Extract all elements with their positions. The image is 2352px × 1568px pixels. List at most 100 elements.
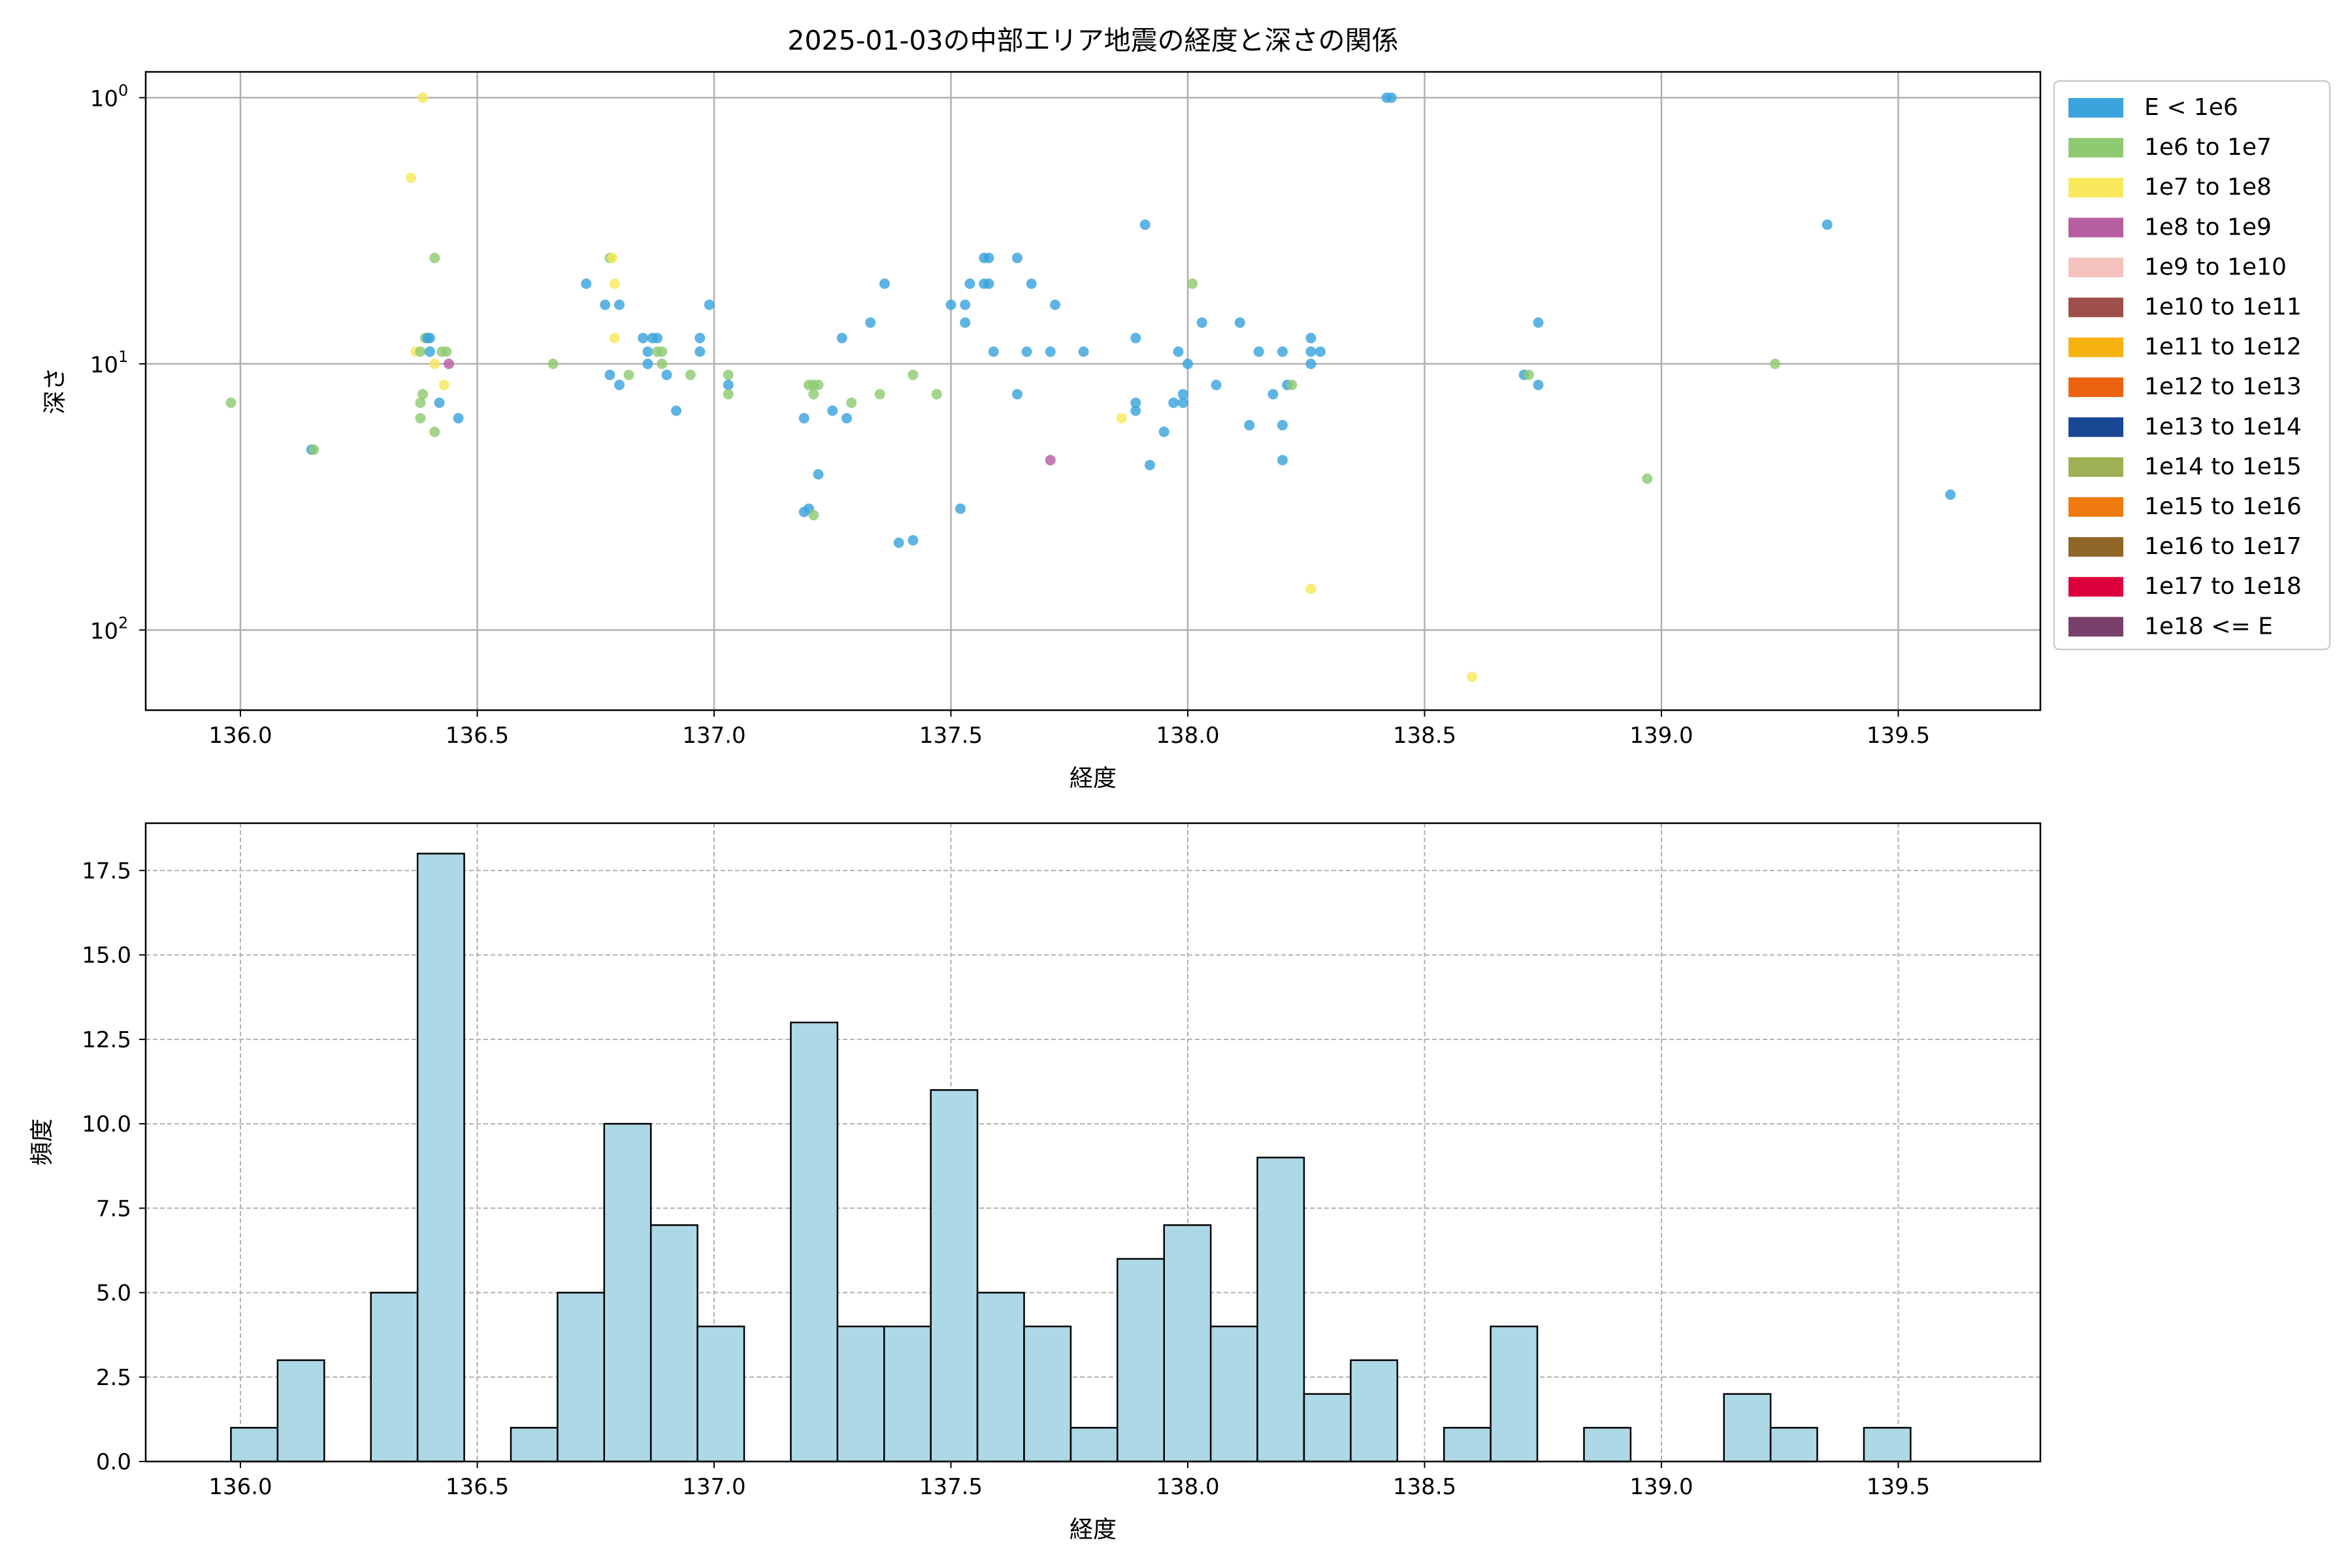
histogram-bar: [1070, 1427, 1119, 1463]
scatter-point: [1211, 380, 1222, 391]
histogram-bar: [416, 853, 465, 1463]
scatter-point: [1305, 583, 1316, 595]
legend-swatch: [2068, 337, 2123, 357]
scatter-point: [1183, 358, 1193, 369]
legend-label: 1e11 to 1e12: [2144, 334, 2302, 361]
scatter-point: [983, 252, 994, 263]
histogram-y-tick-label: 7.5: [96, 1196, 131, 1222]
scatter-point: [1253, 346, 1264, 357]
scatter-point: [1158, 426, 1169, 437]
scatter-point: [652, 333, 662, 344]
scatter-point: [1286, 380, 1298, 391]
scatter-point: [1026, 278, 1037, 289]
legend-label: 1e10 to 1e11: [2144, 294, 2302, 321]
histogram-x-tick-label: 138.0: [1156, 1474, 1219, 1500]
histogram-y-tick-label: 10.0: [82, 1111, 131, 1137]
scatter-point: [836, 333, 847, 344]
scatter-point: [607, 252, 618, 263]
scatter-point: [945, 299, 956, 310]
scatter-point: [453, 413, 464, 424]
scatter-point: [438, 380, 449, 391]
scatter-point: [609, 333, 620, 344]
scatter-point: [1130, 397, 1141, 408]
scatter-point: [1277, 346, 1288, 357]
scatter-x-axis-label: 経度: [1070, 765, 1117, 792]
histogram-bar: [230, 1427, 279, 1463]
histogram-bar: [1117, 1258, 1166, 1463]
legend-swatch: [2068, 178, 2123, 198]
scatter-point: [960, 317, 971, 328]
scatter-point: [1130, 333, 1141, 344]
scatter-point: [1467, 672, 1477, 683]
scatter-point: [441, 346, 452, 357]
scatter-point: [425, 346, 435, 357]
scatter-point: [609, 278, 620, 289]
scatter-point: [638, 333, 649, 344]
scatter-x-tick-label: 138.5: [1393, 723, 1456, 749]
scatter-point: [581, 278, 592, 289]
scatter-point: [1145, 459, 1155, 470]
scatter-point: [661, 369, 672, 380]
scatter-point: [879, 278, 890, 289]
histogram-bar: [510, 1427, 559, 1463]
legend-label: 1e6 to 1e7: [2144, 134, 2272, 161]
histogram-bar: [370, 1292, 419, 1463]
scatter-point: [1050, 299, 1060, 310]
histogram-bar: [1303, 1393, 1352, 1463]
legend-box: [2053, 80, 2331, 651]
scatter-point: [1945, 489, 1956, 500]
legend-swatch: [2068, 537, 2123, 557]
scatter-point: [808, 510, 819, 521]
scatter-x-ticks: 136.0 136.5 137.0 137.5 138.0 138.5 139.0 139.5: [208, 710, 1930, 749]
scatter-point: [1012, 389, 1022, 400]
scatter-point: [1315, 346, 1326, 357]
scatter-point: [444, 358, 454, 369]
scatter-point: [694, 346, 706, 357]
legend-swatch: [2068, 497, 2123, 517]
legend-label: 1e7 to 1e8: [2144, 174, 2272, 201]
scatter-point: [808, 389, 819, 400]
scatter-point: [1173, 346, 1184, 357]
scatter-point: [1770, 358, 1780, 369]
histogram-bar: [1863, 1427, 1912, 1463]
scatter-point: [1177, 389, 1188, 400]
histogram-y-tick-label: 15.0: [82, 943, 131, 969]
histogram-y-tick-label: 17.5: [82, 858, 131, 884]
histogram-bar: [883, 1325, 932, 1463]
legend-label: 1e9 to 1e10: [2144, 253, 2287, 280]
scatter-x-tick-label: 136.5: [446, 723, 509, 749]
histogram-x-axis-label: 経度: [1070, 1516, 1117, 1543]
histogram-bar: [276, 1359, 325, 1463]
histogram-bar: [1769, 1427, 1818, 1463]
scatter-point: [874, 389, 885, 400]
scatter-point: [1078, 346, 1089, 357]
scatter-point: [983, 278, 994, 289]
histogram-bar: [557, 1292, 606, 1463]
scatter-point: [846, 397, 857, 408]
histogram-y-tick-label: 0.0: [96, 1449, 131, 1475]
scatter-point: [1267, 389, 1279, 400]
histogram-x-tick-label: 139.5: [1867, 1474, 1930, 1500]
histogram-y-tick-label: 2.5: [96, 1365, 131, 1391]
scatter-point: [429, 426, 440, 437]
histogram-bar: [1256, 1156, 1305, 1463]
scatter-point: [657, 358, 668, 369]
scatter-point: [434, 397, 445, 408]
scatter-point: [415, 413, 426, 424]
scatter-point: [1277, 419, 1288, 431]
scatter-point: [225, 397, 237, 408]
scatter-point: [604, 369, 615, 380]
scatter-point: [614, 380, 625, 391]
histogram-x-tick-label: 139.0: [1629, 1474, 1693, 1500]
scatter-point: [931, 389, 942, 400]
scatter-point: [642, 346, 653, 357]
scatter-point: [893, 537, 904, 548]
scatter-point: [1045, 346, 1056, 357]
scatter-y-tick-label: 101: [90, 348, 129, 378]
legend-swatch: [2068, 138, 2123, 158]
scatter-point: [642, 358, 653, 369]
histogram-bar: [649, 1224, 698, 1463]
scatter-points: [225, 92, 1956, 683]
legend-swatch: [2068, 98, 2123, 118]
scatter-point: [1524, 369, 1534, 380]
